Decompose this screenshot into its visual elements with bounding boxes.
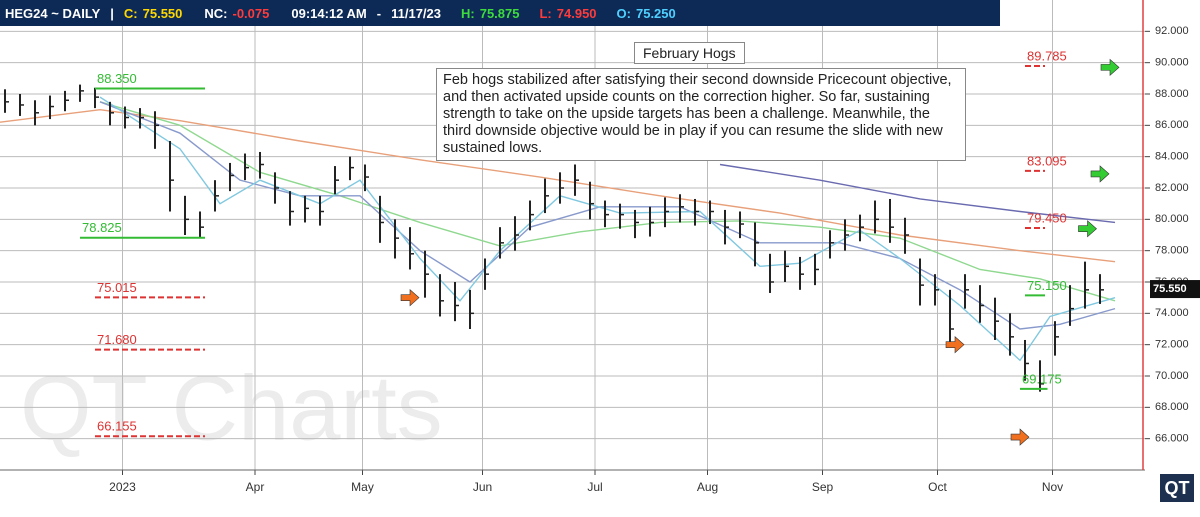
close: 75.550 <box>142 5 183 21</box>
target-label: 79.450 <box>1027 210 1067 225</box>
watermark: QT Charts <box>20 357 443 459</box>
x-tick-label: May <box>351 480 374 494</box>
y-tick-label: 92.000 <box>1155 25 1189 37</box>
moving-average <box>719 163 1116 224</box>
y-tick-label: 80.000 <box>1155 213 1189 225</box>
dash: - <box>376 5 382 21</box>
logo: QT <box>1160 474 1194 502</box>
change-label: NC: <box>204 5 228 21</box>
x-tick-label: Oct <box>928 480 947 494</box>
last-price-box <box>1150 280 1200 299</box>
target-label: 75.150 <box>1027 278 1067 293</box>
signal-arrow <box>945 335 965 354</box>
high: 75.875 <box>479 5 520 21</box>
signal-arrow <box>1100 58 1120 77</box>
y-tick-label: 74.000 <box>1155 307 1189 319</box>
signal-arrow <box>1010 428 1030 446</box>
x-tick-label: Jul <box>587 480 602 494</box>
close-label: C: <box>123 5 138 21</box>
target-label: 83.095 <box>1027 153 1067 168</box>
target-label: 88.350 <box>97 71 137 86</box>
y-tick-label: 82.000 <box>1155 182 1189 194</box>
last-price-label: 75.550 <box>1153 283 1187 295</box>
y-tick-label: 66.000 <box>1155 433 1189 445</box>
low: 74.950 <box>556 5 597 21</box>
target-label: 69.175 <box>1022 371 1062 386</box>
y-tick-label: 78.000 <box>1155 245 1189 257</box>
y-tick-label: 90.000 <box>1155 57 1189 69</box>
y-tick-label: 84.000 <box>1155 151 1189 163</box>
high-label: H: <box>461 5 475 21</box>
date: 11/17/23 <box>391 5 441 21</box>
quote-bar: HEG24 ~ DAILY | C: 75.550 NC: -0.075 09:14… <box>0 0 1000 26</box>
open-label: O: <box>616 5 631 21</box>
signal-arrow <box>400 288 420 307</box>
target-label: 78.825 <box>82 220 122 235</box>
x-tick-label: 2023 <box>109 480 136 494</box>
target-label: 75.015 <box>97 280 137 295</box>
x-tick-label: Aug <box>697 480 718 494</box>
open: 75.250 <box>635 5 676 21</box>
y-tick-label: 68.000 <box>1155 401 1189 413</box>
y-tick-label: 86.000 <box>1155 119 1189 131</box>
commentary: Feb hogs stabilized after satisfying the… <box>436 68 966 161</box>
target-label: 66.155 <box>97 419 137 434</box>
signal-arrow <box>1078 220 1097 238</box>
target-label: 89.785 <box>1027 48 1067 63</box>
low-label: L: <box>539 5 552 21</box>
change: -0.075 <box>232 5 270 21</box>
y-tick-label: 72.000 <box>1155 339 1189 351</box>
x-tick-label: Apr <box>246 480 265 494</box>
x-tick-label: Jun <box>473 480 492 494</box>
x-tick-label: Nov <box>1042 480 1063 494</box>
signal-arrow <box>1090 165 1110 183</box>
time: 09:14:12 AM <box>291 5 367 21</box>
y-tick-label: 70.000 <box>1155 370 1189 382</box>
symbol: HEG24 ~ DAILY <box>5 5 101 21</box>
chart-title: February Hogs <box>634 42 745 64</box>
x-tick-label: Sep <box>812 480 834 494</box>
separator: | <box>110 5 114 21</box>
target-label: 71.680 <box>97 332 137 347</box>
y-tick-label: 88.000 <box>1155 88 1189 100</box>
